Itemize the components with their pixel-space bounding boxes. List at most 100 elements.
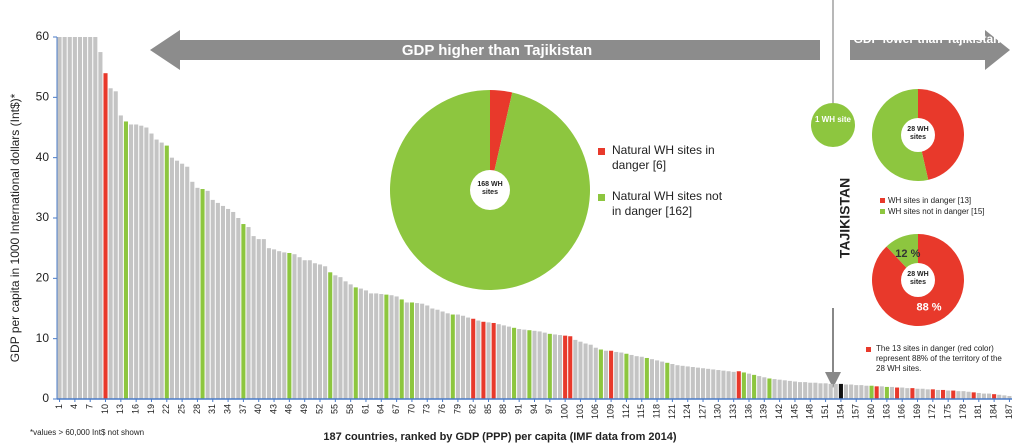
bar — [895, 387, 900, 399]
bar — [139, 125, 144, 399]
legend-label-box: Natural WH sites in danger [6] — [612, 143, 715, 172]
bar — [711, 369, 716, 399]
bar — [527, 330, 532, 399]
bar — [435, 309, 440, 399]
bar — [1002, 395, 1007, 399]
pie-slice — [918, 89, 964, 180]
x-tick-label: 70 — [406, 404, 416, 414]
bar — [603, 350, 609, 399]
bar — [287, 252, 292, 399]
bar — [639, 356, 644, 399]
site-label-box: 1 WH site — [815, 115, 851, 124]
bar — [517, 329, 522, 399]
bar — [670, 364, 675, 399]
x-tick-label: 10 — [100, 404, 110, 414]
bar — [358, 288, 363, 399]
bar — [588, 344, 593, 399]
bar — [333, 275, 338, 399]
bar — [706, 368, 711, 399]
bar — [782, 380, 787, 399]
bar — [496, 324, 501, 399]
bar — [414, 303, 420, 399]
bar — [231, 211, 236, 399]
legend-swatch — [880, 198, 885, 203]
x-tick-label: 43 — [268, 404, 278, 414]
bar — [123, 121, 128, 399]
bar — [849, 384, 854, 399]
x-tick-label: 46 — [284, 404, 294, 414]
bar — [195, 187, 200, 399]
y-tick-label: 20 — [36, 271, 50, 285]
x-tick-label: 19 — [146, 404, 156, 414]
legend-label: Natural WH sites in danger [6] — [612, 143, 715, 172]
pie-center-label: 28 WH sites — [907, 126, 929, 141]
bar — [220, 205, 226, 399]
pie-value-label: 12 % — [895, 248, 920, 260]
x-tick-label: 79 — [452, 404, 462, 414]
bar — [226, 208, 231, 399]
bar — [981, 393, 986, 399]
bar — [889, 386, 895, 399]
bar — [777, 379, 782, 399]
x-tick-label: 52 — [314, 404, 324, 414]
bar — [971, 392, 976, 399]
bar — [900, 387, 905, 399]
x-tick-label: 154 — [835, 404, 845, 419]
x-tick-label: 85 — [483, 404, 493, 414]
x-tick-label: 82 — [468, 404, 478, 414]
bar — [874, 386, 879, 399]
x-tick-label: 16 — [131, 404, 141, 414]
bar — [685, 366, 690, 399]
x-tick-label: 118 — [651, 404, 661, 418]
bar — [879, 386, 884, 399]
x-tick-label: 103 — [575, 404, 585, 419]
bar — [251, 236, 256, 399]
x-tick-label: 187 — [1004, 404, 1014, 419]
bar — [241, 224, 246, 399]
bar — [593, 347, 598, 399]
bar — [787, 380, 792, 399]
bar — [808, 382, 813, 399]
pie-center — [901, 118, 935, 152]
bar — [757, 376, 762, 399]
bar — [838, 383, 843, 399]
bar — [83, 37, 88, 399]
y-tick-label: 40 — [36, 150, 50, 164]
bar — [399, 299, 404, 399]
bar — [205, 190, 210, 399]
bar — [154, 139, 159, 400]
bar — [134, 124, 139, 399]
bar — [992, 394, 997, 399]
x-tick-label: 97 — [544, 404, 554, 414]
x-tick-label: 139 — [759, 404, 769, 419]
footnote: *values > 60,000 Int$ not shown — [30, 428, 144, 437]
bar — [629, 354, 634, 399]
x-tick-label: 61 — [360, 404, 370, 414]
bar — [624, 353, 629, 399]
bar — [404, 302, 409, 399]
bar — [557, 335, 563, 399]
x-axis-label: 187 countries, ranked by GDP (PPP) per c… — [323, 431, 676, 443]
note-swatch — [866, 347, 871, 352]
bar — [266, 248, 271, 399]
bar — [394, 296, 399, 399]
bar — [660, 361, 665, 399]
bar — [512, 327, 517, 399]
y-tick-label: 60 — [36, 29, 50, 43]
pie-center-label: 28 WH sites — [907, 271, 929, 286]
bar — [614, 351, 619, 399]
bar — [246, 227, 251, 399]
bar — [649, 359, 655, 399]
bar — [430, 308, 435, 399]
x-tick-label: 130 — [713, 404, 723, 419]
bar — [353, 287, 358, 399]
bar — [164, 145, 169, 399]
bar — [103, 73, 108, 399]
bar — [946, 390, 951, 399]
bar — [389, 295, 394, 399]
bar — [941, 389, 946, 399]
x-tick-label: 91 — [514, 404, 524, 414]
bar — [619, 352, 624, 399]
bar — [77, 37, 83, 399]
arrow-right-label: GDP lower than Tajikistan — [853, 33, 1001, 46]
